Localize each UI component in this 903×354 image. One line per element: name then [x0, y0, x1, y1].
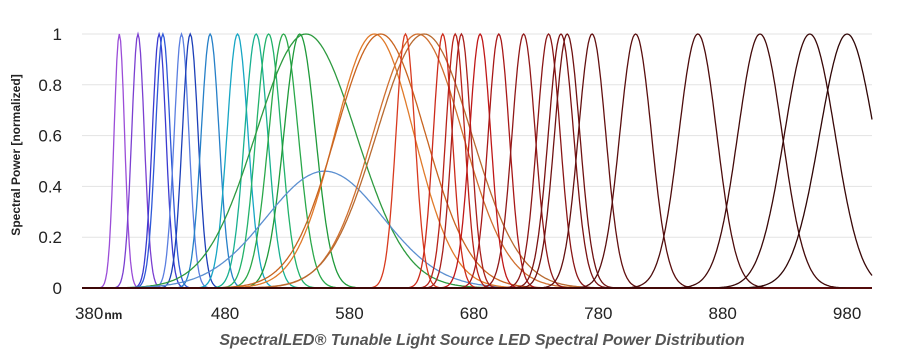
spectrum-line: [82, 33, 873, 289]
spectrum-line: [82, 33, 872, 289]
y-tick-label: 1: [53, 25, 62, 44]
spectrum-line: [82, 32, 872, 289]
spectrum-line: [82, 33, 872, 289]
y-tick-labels: 0 0.2 0.4 0.6 0.8 1: [38, 25, 62, 298]
y-tick-label: 0.4: [38, 177, 62, 196]
spectrum-line: [82, 33, 872, 289]
x-tick-label: 880: [709, 304, 737, 323]
spectrum-line: [82, 33, 872, 289]
series-group: [82, 31, 873, 289]
spectrum-line: [82, 33, 872, 289]
spectrum-line: [82, 32, 872, 289]
spectrum-line: [82, 33, 872, 289]
spectrum-line: [82, 33, 872, 289]
x-unit-label: nm: [104, 308, 122, 322]
spectrum-line: [82, 33, 872, 289]
spectrum-line: [82, 33, 872, 289]
spectrum-line: [82, 32, 872, 289]
spectrum-line: [82, 32, 872, 289]
spectrum-line: [82, 31, 872, 289]
x-tick-label: 580: [335, 304, 363, 323]
spectrum-line: [82, 32, 872, 289]
spectrum-line: [82, 32, 872, 289]
x-tick-label: 680: [460, 304, 488, 323]
spectrum-line: [82, 33, 872, 289]
chart-title: SpectralLED® Tunable Light Source LED Sp…: [219, 332, 745, 349]
spectrum-line: [82, 32, 872, 289]
spectrum-line: [82, 33, 873, 289]
spectrum-line: [82, 32, 872, 289]
spectrum-line: [82, 33, 872, 289]
x-tick-label: 380nm: [75, 304, 122, 323]
spectrum-line: [82, 32, 872, 289]
y-axis-label: Spectral Power [normalized]: [9, 74, 23, 235]
y-tick-label: 0.2: [38, 228, 62, 247]
spectrum-line: [82, 31, 872, 289]
spectrum-line: [82, 33, 872, 289]
y-tick-label: 0.8: [38, 76, 62, 95]
spectrum-line: [82, 33, 872, 289]
spectrum-line: [82, 32, 872, 289]
y-tick-label: 0: [53, 279, 62, 298]
x-tick-labels: 380nm 480 580 680 780 880 980: [75, 304, 861, 323]
grid-lines: [82, 33, 872, 289]
spectrum-line: [82, 32, 872, 289]
x-tick-label: 780: [584, 304, 612, 323]
y-tick-label: 0.6: [38, 127, 62, 146]
x-tick-label: 980: [833, 304, 861, 323]
spectrum-line: [82, 32, 872, 289]
spectrum-line: [82, 33, 872, 289]
spectrum-line: [82, 32, 872, 289]
spectrum-line: [82, 32, 872, 289]
spectrum-line: [82, 33, 872, 289]
x-tick-label: 480: [211, 304, 239, 323]
